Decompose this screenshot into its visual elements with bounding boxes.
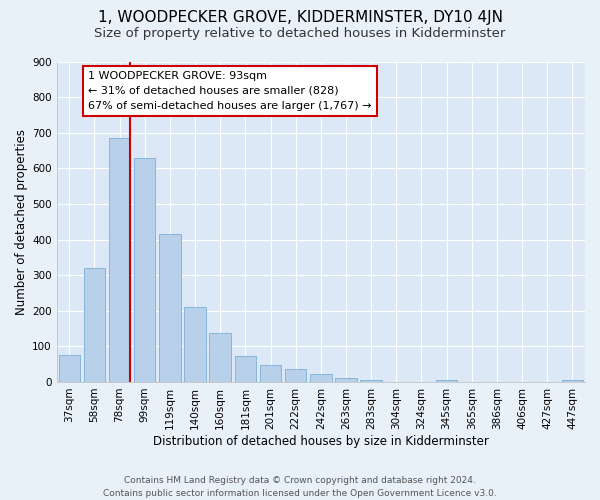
Text: 1 WOODPECKER GROVE: 93sqm
← 31% of detached houses are smaller (828)
67% of semi: 1 WOODPECKER GROVE: 93sqm ← 31% of detac… [88, 71, 372, 110]
Text: Contains HM Land Registry data © Crown copyright and database right 2024.
Contai: Contains HM Land Registry data © Crown c… [103, 476, 497, 498]
Bar [436, 380, 457, 382]
Bar [134, 158, 155, 382]
Bar [562, 380, 583, 382]
Bar [335, 378, 356, 382]
Bar [361, 380, 382, 382]
Bar [209, 333, 231, 382]
Bar [109, 138, 130, 382]
Bar [285, 370, 307, 382]
Bar [310, 374, 332, 382]
Bar [260, 365, 281, 382]
Text: Size of property relative to detached houses in Kidderminster: Size of property relative to detached ho… [94, 28, 506, 40]
Bar [83, 268, 105, 382]
Bar [59, 356, 80, 382]
X-axis label: Distribution of detached houses by size in Kidderminster: Distribution of detached houses by size … [153, 434, 489, 448]
Bar [235, 356, 256, 382]
Text: 1, WOODPECKER GROVE, KIDDERMINSTER, DY10 4JN: 1, WOODPECKER GROVE, KIDDERMINSTER, DY10… [97, 10, 503, 25]
Y-axis label: Number of detached properties: Number of detached properties [15, 128, 28, 314]
Bar [159, 234, 181, 382]
Bar [184, 307, 206, 382]
